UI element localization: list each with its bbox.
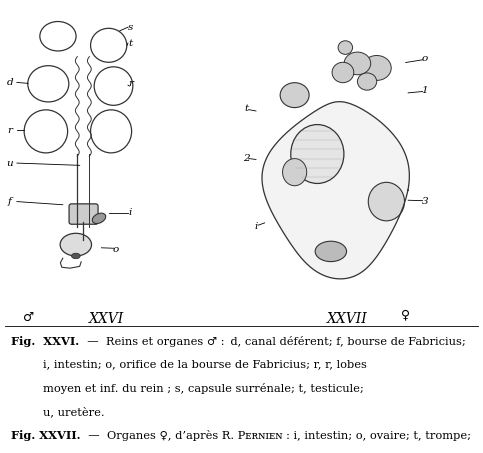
Text: i, intestin; o, orifice de la bourse de Fabricius; r, r, lobes: i, intestin; o, orifice de la bourse de … xyxy=(43,360,368,370)
Text: i: i xyxy=(255,222,257,231)
Polygon shape xyxy=(262,101,410,279)
Text: o: o xyxy=(113,245,119,254)
Text: t: t xyxy=(244,104,248,113)
Text: u: u xyxy=(6,159,13,168)
Text: r: r xyxy=(128,79,133,88)
Text: d: d xyxy=(6,78,13,87)
Text: Organes ♀, d’après R. Pᴇʀɴɪᴇɴ : i, intestin; o, ovaire; t, trompe;: Organes ♀, d’après R. Pᴇʀɴɪᴇɴ : i, intes… xyxy=(107,430,471,441)
Text: XXVII: XXVII xyxy=(327,313,368,326)
Text: —: — xyxy=(80,336,106,346)
Text: Fig.  XXVI.: Fig. XXVI. xyxy=(11,336,79,347)
Text: ♂: ♂ xyxy=(23,311,35,323)
Text: Reins et organes ♂ :  d, canal déférent; f, bourse de Fabricius;: Reins et organes ♂ : d, canal déférent; … xyxy=(106,336,466,347)
Text: 3: 3 xyxy=(422,197,428,206)
Ellipse shape xyxy=(338,41,353,54)
Text: r: r xyxy=(7,126,12,135)
Text: 2: 2 xyxy=(243,154,250,163)
Ellipse shape xyxy=(357,73,377,90)
Text: —: — xyxy=(81,430,107,440)
Text: s: s xyxy=(128,23,133,32)
Text: t: t xyxy=(128,39,132,48)
Ellipse shape xyxy=(291,125,344,183)
Ellipse shape xyxy=(92,213,106,223)
Text: f: f xyxy=(8,197,12,206)
Ellipse shape xyxy=(344,52,371,75)
Text: XXVI: XXVI xyxy=(89,313,124,326)
Text: ♀: ♀ xyxy=(401,308,410,321)
Ellipse shape xyxy=(283,159,307,186)
Text: i: i xyxy=(129,208,132,217)
Ellipse shape xyxy=(60,233,92,256)
Ellipse shape xyxy=(315,241,347,261)
Ellipse shape xyxy=(71,253,80,259)
FancyBboxPatch shape xyxy=(69,204,98,224)
Text: 1: 1 xyxy=(422,86,428,95)
Text: moyen et inf. du rein ; s, capsule surrénale; t, testicule;: moyen et inf. du rein ; s, capsule surré… xyxy=(43,383,364,394)
Ellipse shape xyxy=(369,182,405,221)
Ellipse shape xyxy=(362,56,391,80)
Text: u, uretère.: u, uretère. xyxy=(43,407,105,418)
Text: o: o xyxy=(422,54,428,63)
Ellipse shape xyxy=(332,63,354,82)
Ellipse shape xyxy=(280,82,309,107)
Text: Fig. XXVII.: Fig. XXVII. xyxy=(11,430,80,441)
